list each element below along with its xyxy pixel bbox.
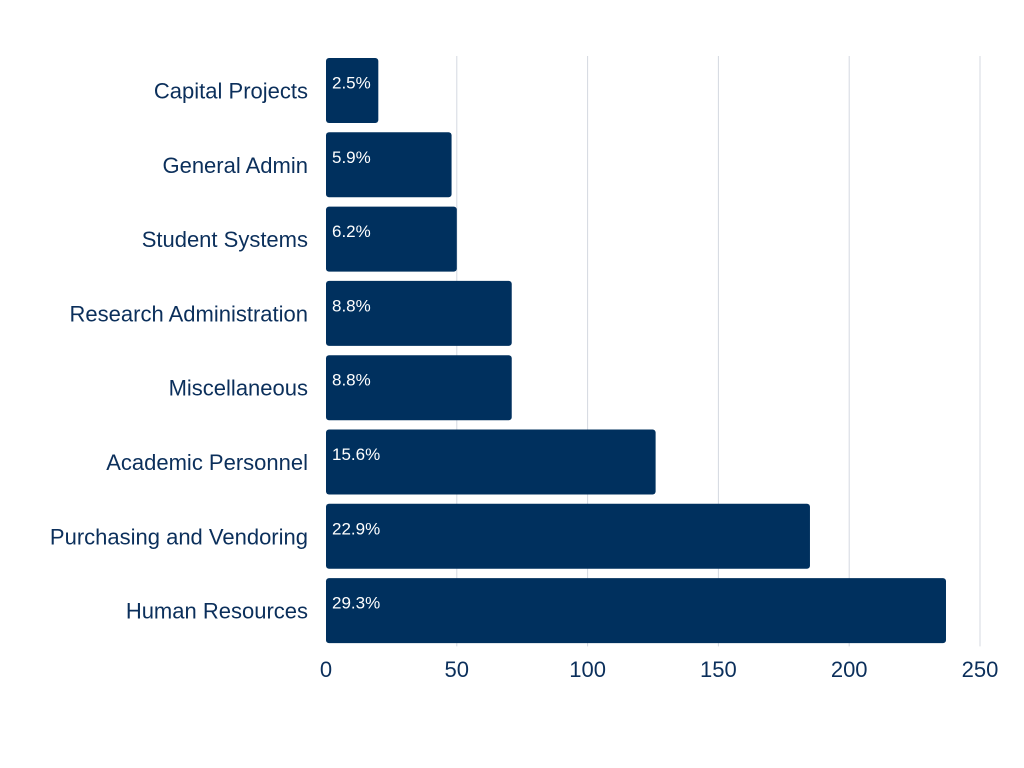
bar-human-resources bbox=[326, 578, 946, 644]
data-label-research-administration: 8.8% bbox=[332, 296, 371, 315]
data-label-academic-personnel: 15.6% bbox=[332, 445, 380, 464]
category-label-human-resources: Human Resources bbox=[126, 599, 308, 624]
bar-research-administration bbox=[326, 280, 512, 346]
bar-general-admin bbox=[326, 132, 452, 198]
data-label-capital-projects: 2.5% bbox=[332, 74, 371, 93]
category-label-student-systems: Student Systems bbox=[142, 227, 308, 252]
category-label-general-admin: General Admin bbox=[162, 153, 308, 178]
x-tick-label-150: 150 bbox=[700, 657, 737, 682]
bar-miscellaneous bbox=[326, 355, 512, 421]
category-labels: Capital Projects General Admin Student Sys… bbox=[50, 79, 308, 624]
data-label-student-systems: 6.2% bbox=[332, 222, 371, 241]
x-tick-label-250: 250 bbox=[962, 657, 999, 682]
bar-purchasing-and-vendoring bbox=[326, 503, 810, 569]
data-label-miscellaneous: 8.8% bbox=[332, 371, 371, 390]
x-axis-ticks: 0 50 100 150 200 250 bbox=[320, 657, 998, 682]
category-label-research-administration: Research Administration bbox=[70, 301, 308, 326]
x-tick-label-200: 200 bbox=[831, 657, 868, 682]
category-label-capital-projects: Capital Projects bbox=[154, 79, 308, 104]
category-label-academic-personnel: Academic Personnel bbox=[106, 450, 308, 475]
bars: 2.5% 5.9% 6.2% 8.8% 8.8% 15.6% 22.9% 29.3% bbox=[326, 58, 946, 644]
category-label-miscellaneous: Miscellaneous bbox=[169, 376, 308, 401]
x-tick-label-100: 100 bbox=[569, 657, 606, 682]
bar-capital-projects bbox=[326, 58, 379, 123]
data-label-purchasing-and-vendoring: 22.9% bbox=[332, 519, 380, 538]
data-label-general-admin: 5.9% bbox=[332, 148, 371, 167]
bar-student-systems bbox=[326, 206, 457, 272]
category-label-purchasing-and-vendoring: Purchasing and Vendoring bbox=[50, 524, 308, 549]
x-tick-label-50: 50 bbox=[445, 657, 469, 682]
x-tick-label-0: 0 bbox=[320, 657, 332, 682]
bar-academic-personnel bbox=[326, 429, 656, 495]
data-label-human-resources: 29.3% bbox=[332, 594, 380, 613]
